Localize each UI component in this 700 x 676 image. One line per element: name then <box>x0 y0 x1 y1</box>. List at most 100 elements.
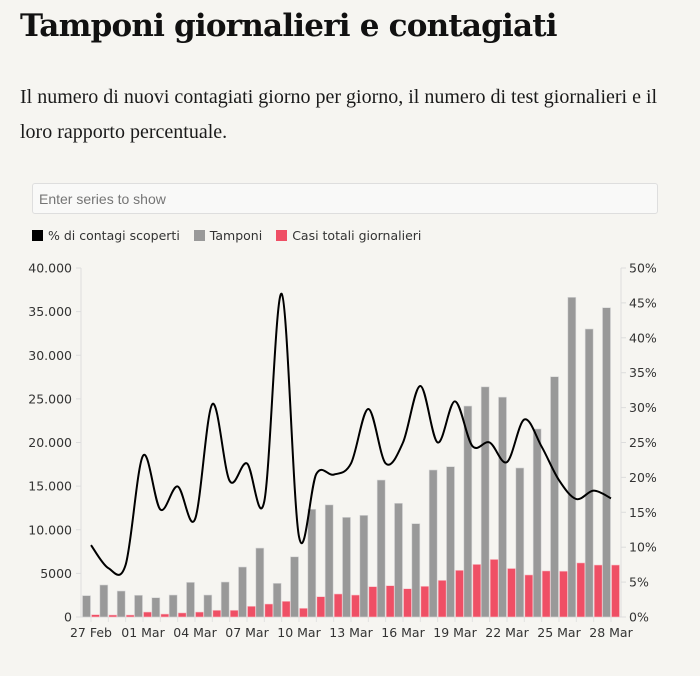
legend-item-tamponi[interactable]: Tamponi <box>193 228 263 243</box>
bar-casi <box>437 580 447 618</box>
legend-label-casi: Casi totali giornalieri <box>292 228 422 243</box>
bar-tamponi <box>446 466 455 618</box>
bar-tamponi <box>480 386 490 618</box>
bar-tamponi <box>99 584 109 618</box>
bar-casi <box>143 611 152 618</box>
legend-swatch-tamponi <box>193 230 205 241</box>
bar-casi <box>385 585 395 618</box>
bar-tamponi <box>376 479 386 618</box>
left-tick-label: 25.000 <box>28 391 72 406</box>
left-tick-label: 40.000 <box>28 261 72 276</box>
legend-label-percent: % di contagi scoperti <box>48 228 180 243</box>
bar-casi <box>108 614 118 618</box>
bar-casi <box>316 596 326 618</box>
bar-casi <box>524 574 534 618</box>
bar-casi <box>368 586 378 618</box>
bar-tamponi <box>532 428 542 618</box>
bar-tamponi <box>602 307 611 618</box>
bar-casi <box>299 607 308 618</box>
bar-tamponi <box>82 595 91 618</box>
left-tick-label: 20.000 <box>28 435 72 450</box>
bar-casi <box>125 614 135 618</box>
right-tick-label: 50% <box>629 261 657 276</box>
right-tick-label: 40% <box>629 330 657 345</box>
bar-tamponi <box>307 508 317 618</box>
bar-casi <box>333 593 343 618</box>
left-tick-label: 5000 <box>40 566 72 581</box>
x-tick-label: 25 Mar <box>537 625 581 640</box>
bar-tamponi <box>324 504 334 618</box>
x-tick-label: 22 Mar <box>485 625 529 640</box>
right-tick-label: 5% <box>629 575 649 590</box>
bar-tamponi <box>584 328 594 618</box>
line-percent-contagi <box>90 292 612 576</box>
right-tick-label: 25% <box>629 435 657 450</box>
bar-tamponi <box>151 597 161 618</box>
legend-label-tamponi: Tamponi <box>209 228 263 243</box>
legend-item-casi[interactable]: Casi totali giornalieri <box>276 228 421 243</box>
x-tick-label: 07 Mar <box>225 625 269 640</box>
bar-tamponi <box>498 396 507 618</box>
chart-subtitle: Il numero di nuovi contagiati giorno per… <box>20 86 658 143</box>
bar-tamponi <box>186 582 195 618</box>
bar-tamponi <box>290 556 299 618</box>
right-tick-label: 20% <box>629 470 657 485</box>
bar-tamponi <box>134 594 143 618</box>
bar-tamponi <box>203 594 213 618</box>
bar-casi <box>351 594 360 618</box>
legend-swatch-percent <box>32 230 43 241</box>
bar-casi <box>559 570 568 618</box>
bar-casi <box>611 564 620 618</box>
bar-tamponi <box>463 405 473 618</box>
bar-casi <box>212 609 222 618</box>
right-tick-label: 30% <box>629 400 657 415</box>
bar-casi <box>403 588 412 618</box>
bar-tamponi <box>238 566 247 618</box>
bar-casi <box>264 603 274 618</box>
left-tick-label: 30.000 <box>28 348 72 363</box>
bar-casi <box>489 559 499 618</box>
right-tick-label: 15% <box>629 505 657 520</box>
left-tick-label: 10.000 <box>28 522 72 537</box>
bar-casi <box>247 605 256 618</box>
bar-casi <box>91 614 100 618</box>
series-filter-input[interactable] <box>32 183 658 214</box>
bar-casi <box>177 612 187 618</box>
left-tick-label: 35.000 <box>28 304 72 319</box>
chart-title: Tamponi giornalieri e contagiati <box>20 8 558 44</box>
bar-casi <box>455 570 464 618</box>
bar-tamponi <box>567 297 577 618</box>
right-tick-label: 10% <box>629 540 657 555</box>
x-tick-label: 27 Feb <box>70 625 112 640</box>
bar-tamponi <box>428 469 438 618</box>
bar-tamponi <box>342 517 351 618</box>
x-tick-label: 01 Mar <box>121 625 165 640</box>
x-tick-label: 19 Mar <box>433 625 477 640</box>
bar-tamponi <box>168 594 178 618</box>
bar-tamponi <box>116 590 126 618</box>
legend-item-percent[interactable]: % di contagi scoperti <box>32 228 180 243</box>
x-tick-label: 04 Mar <box>173 625 217 640</box>
bar-tamponi <box>220 581 230 618</box>
bar-casi <box>195 611 204 618</box>
bar-casi <box>229 609 239 618</box>
bar-casi <box>281 600 291 618</box>
right-tick-label: 0% <box>629 610 649 625</box>
x-tick-label: 10 Mar <box>277 625 321 640</box>
bar-casi <box>507 568 516 618</box>
bar-casi <box>576 562 586 618</box>
left-tick-label: 15.000 <box>28 479 72 494</box>
x-tick-label: 28 Mar <box>589 625 633 640</box>
x-tick-label: 16 Mar <box>381 625 425 640</box>
right-tick-label: 45% <box>629 295 657 310</box>
bar-casi <box>593 564 603 618</box>
bar-tamponi <box>394 503 403 618</box>
x-tick-label: 13 Mar <box>329 625 373 640</box>
bar-casi <box>420 585 430 618</box>
right-tick-label: 35% <box>629 365 657 380</box>
bar-casi <box>160 613 170 618</box>
bar-casi <box>472 564 482 618</box>
bar-tamponi <box>411 523 421 618</box>
left-tick-label: 0 <box>64 610 72 625</box>
